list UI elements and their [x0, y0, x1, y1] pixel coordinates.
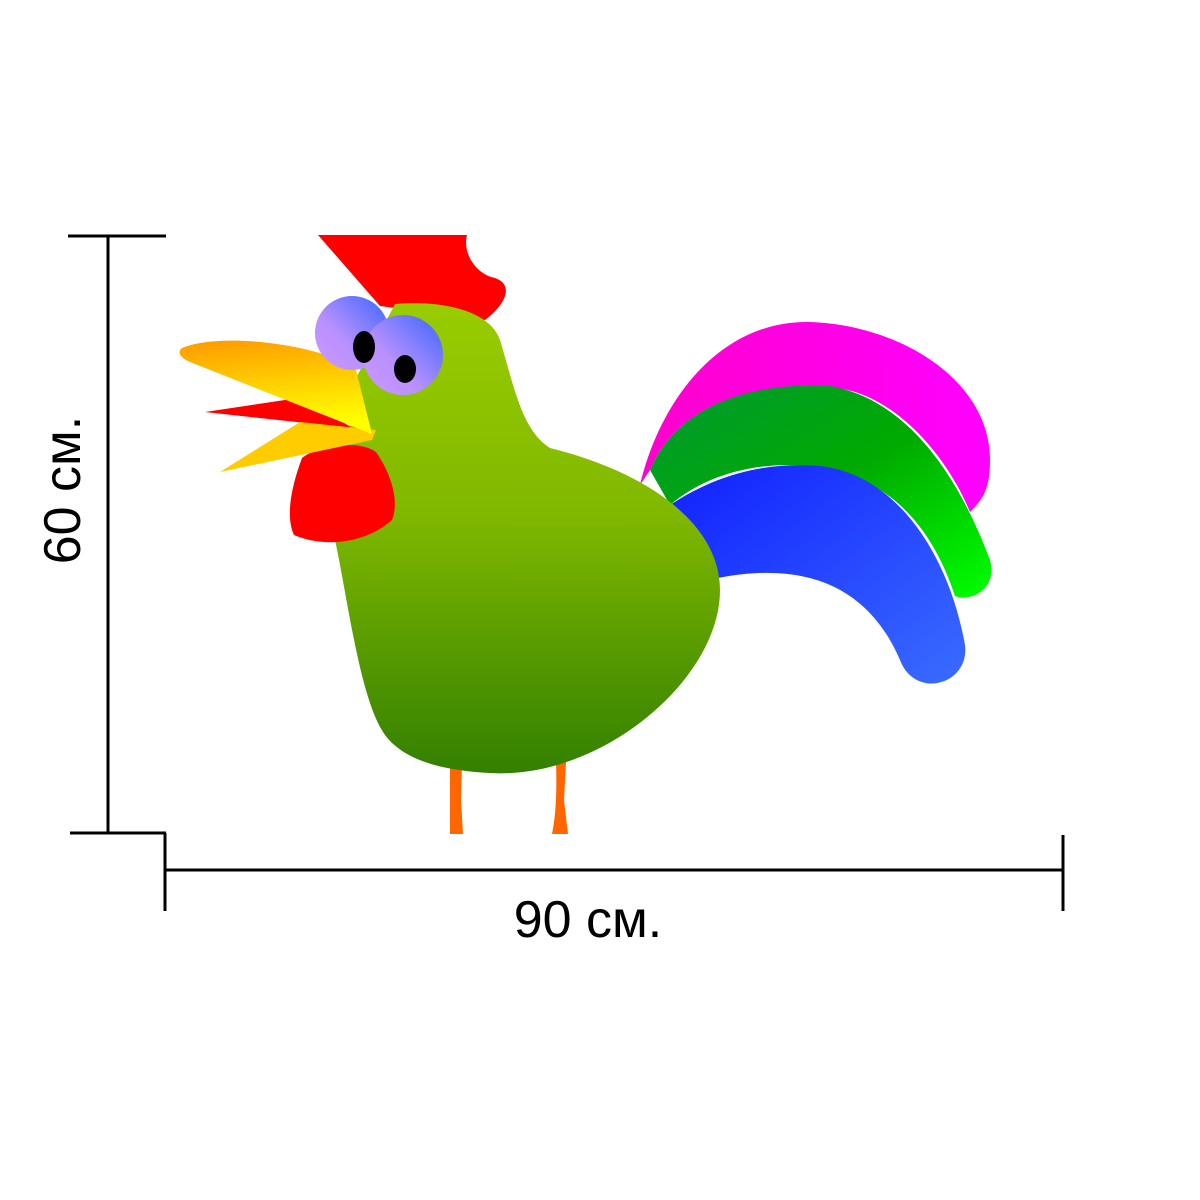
pupil-left: [353, 331, 375, 363]
body: [335, 303, 720, 774]
pupil-right: [394, 355, 416, 383]
leg-left: [450, 765, 463, 834]
height-label: 60 см.: [34, 416, 92, 564]
eye-right: [363, 315, 443, 395]
comb: [318, 235, 506, 320]
leg-right: [552, 762, 568, 834]
beak-lower: [220, 422, 376, 472]
height-dimension: [68, 234, 166, 835]
width-dimension: [163, 833, 1065, 911]
tail-feather-blue: [670, 465, 966, 684]
beak-upper: [179, 340, 372, 434]
width-label: 90 см.: [514, 891, 662, 949]
tail-feather-magenta: [640, 321, 990, 512]
tail-feather-green: [650, 385, 992, 598]
wattle: [289, 444, 395, 543]
